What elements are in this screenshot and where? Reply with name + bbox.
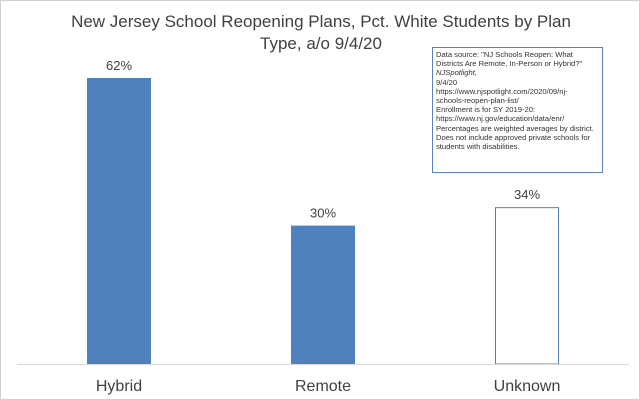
chart-title: New Jersey School Reopening Plans, Pct. … [71, 12, 571, 53]
data-source-note: Data source: "NJ Schools Reopen: What Di… [432, 47, 603, 173]
bar-remote [291, 225, 355, 364]
note-line: Does not include approved private school… [436, 132, 591, 142]
x-tick-label-hybrid: Hybrid [96, 378, 142, 395]
bar-unknown [495, 207, 559, 365]
note-line: students with disabilities. [436, 142, 520, 152]
x-tick-label-unknown: Unknown [494, 378, 561, 395]
note-line: Data source: "NJ Schools Reopen: What [436, 50, 573, 59]
data-label-hybrid: 62% [106, 58, 132, 73]
note-line: NJSpotlight, [436, 68, 477, 78]
note-line: https://www.njspotlight.com/2020/09/nj- [436, 86, 568, 96]
note-line: 9/4/20 [436, 77, 458, 87]
note-line: Percentages are weighted averages by dis… [436, 123, 594, 133]
data-label-unknown: 34% [514, 187, 540, 202]
note-line: Districts Are Remote, In-Person or Hybri… [436, 59, 583, 69]
bar-hybrid [87, 77, 151, 365]
x-tick-label-remote: Remote [295, 378, 351, 395]
note-line: https://www.nj.gov/education/data/enr/ [436, 114, 565, 124]
note-line: schools-reopen-plan-list/ [436, 96, 519, 106]
note-line: Enrollment is for SY 2019-20: [436, 105, 536, 115]
data-label-remote: 30% [310, 206, 336, 221]
